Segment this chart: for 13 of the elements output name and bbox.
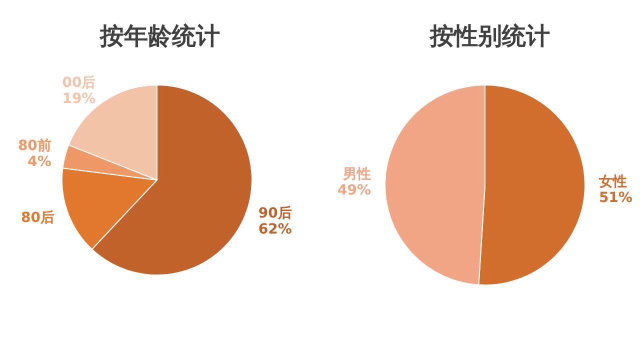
data-label: 49% [338,182,372,199]
slice-label: 80前 [18,138,52,154]
chart-title: 按年龄统计 [99,22,220,50]
data-label: 51% [598,190,632,206]
slice-label: 90后 [258,204,292,222]
data-label: 62% [258,221,292,238]
slice-label: 女性 [598,174,627,190]
data-label: 19% [62,91,96,108]
data-label: 4% [28,154,52,170]
chart-title: 按性别统计 [429,22,550,50]
slice-label: 00后 [62,74,96,92]
slice-label: 80后 [20,208,54,226]
slice-label: 男性 [342,166,372,183]
